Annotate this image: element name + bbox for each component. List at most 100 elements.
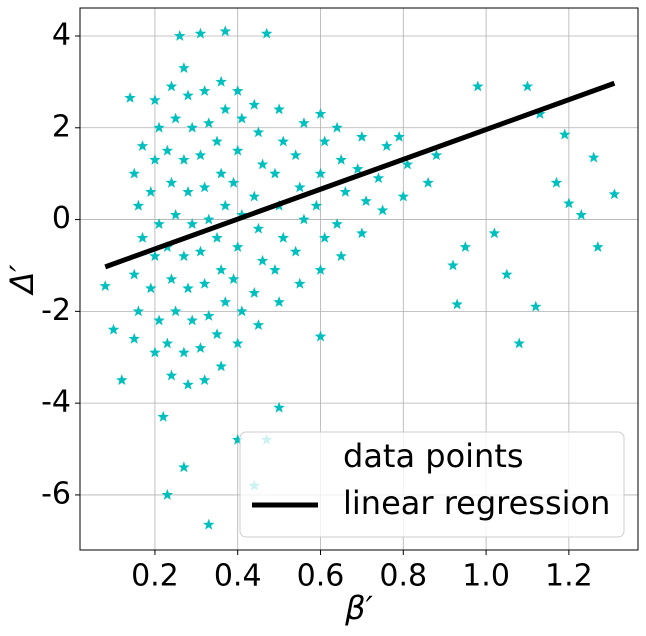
x-tick-label: 0.4 [214, 559, 262, 594]
data-point [335, 153, 347, 165]
data-point [211, 135, 223, 147]
data-point [401, 158, 414, 170]
data-point [451, 298, 463, 310]
data-point [356, 227, 368, 239]
data-point [550, 176, 563, 188]
data-point [592, 241, 604, 252]
data-point [211, 231, 223, 243]
data-point [198, 277, 211, 289]
regression-line [104, 80, 616, 270]
data-point [248, 98, 260, 110]
data-point [178, 461, 190, 473]
data-point [273, 401, 285, 413]
data-point [513, 337, 525, 349]
data-point [219, 296, 231, 308]
data-point [169, 305, 182, 317]
data-point [252, 126, 265, 138]
data-point [182, 282, 194, 294]
data-point [194, 342, 207, 353]
data-point [376, 204, 389, 216]
data-point [422, 176, 434, 188]
data-point [252, 319, 265, 330]
data-point [182, 186, 194, 197]
data-point [298, 117, 310, 129]
x-axis-label: β′ [344, 589, 373, 627]
data-point [99, 280, 111, 291]
data-point [289, 149, 302, 161]
x-tick-label: 1.2 [545, 559, 593, 594]
legend-box [239, 431, 625, 538]
data-point [149, 346, 161, 358]
data-point [294, 181, 306, 193]
data-point [232, 144, 244, 156]
y-tick-label: -4 [41, 385, 71, 420]
data-point [145, 186, 157, 197]
data-point [203, 309, 215, 321]
data-point [397, 190, 409, 202]
data-point [447, 259, 459, 271]
data-point [194, 27, 207, 39]
y-tick-label: 2 [52, 109, 71, 144]
data-point [161, 337, 174, 349]
data-point [132, 305, 145, 317]
data-point [128, 332, 140, 344]
data-point [472, 80, 484, 92]
data-point [215, 75, 227, 87]
data-point [277, 231, 289, 243]
data-point [186, 218, 198, 230]
data-point [248, 190, 260, 202]
data-point [310, 199, 323, 211]
data-point [534, 108, 546, 119]
data-point [298, 213, 310, 225]
data-point [194, 149, 207, 161]
data-point [232, 433, 244, 445]
x-tick-label: 1.0 [462, 559, 510, 594]
y-tick-label: -2 [41, 293, 71, 328]
y-tick-label: 4 [52, 17, 71, 52]
data-point [203, 518, 215, 530]
data-point [153, 314, 165, 326]
data-point [269, 167, 281, 179]
data-point [236, 305, 248, 317]
data-point [232, 241, 244, 252]
data-point [198, 374, 211, 386]
data-point [232, 85, 244, 96]
data-point [393, 130, 405, 142]
data-point [318, 135, 331, 147]
data-point [273, 103, 285, 115]
data-point [563, 197, 575, 209]
data-point [352, 163, 364, 174]
data-point [289, 245, 302, 257]
data-point [227, 273, 240, 285]
data-point [227, 176, 240, 188]
data-point [269, 264, 281, 275]
data-point [314, 330, 327, 342]
data-point [165, 176, 178, 188]
data-point [186, 314, 198, 326]
data-point [136, 140, 149, 151]
data-point [215, 264, 227, 275]
x-tick-label: 0.8 [379, 559, 427, 594]
data-point [314, 108, 327, 119]
data-point [588, 151, 600, 163]
data-point [178, 346, 190, 358]
data-point [149, 153, 161, 165]
x-tick-label: 0.2 [131, 559, 179, 594]
data-point [116, 374, 128, 386]
data-point [488, 227, 501, 239]
data-point [153, 121, 165, 133]
data-point [430, 149, 443, 161]
data-point [194, 245, 207, 257]
data-point [219, 199, 231, 211]
data-point [203, 117, 215, 129]
data-point [128, 268, 140, 280]
data-point [248, 287, 260, 298]
data-point [153, 218, 165, 230]
data-point [356, 130, 368, 142]
data-point [203, 213, 215, 225]
data-point [215, 360, 227, 372]
data-point [182, 378, 194, 390]
data-point [132, 199, 145, 211]
data-point [149, 250, 161, 262]
data-point [169, 112, 182, 124]
